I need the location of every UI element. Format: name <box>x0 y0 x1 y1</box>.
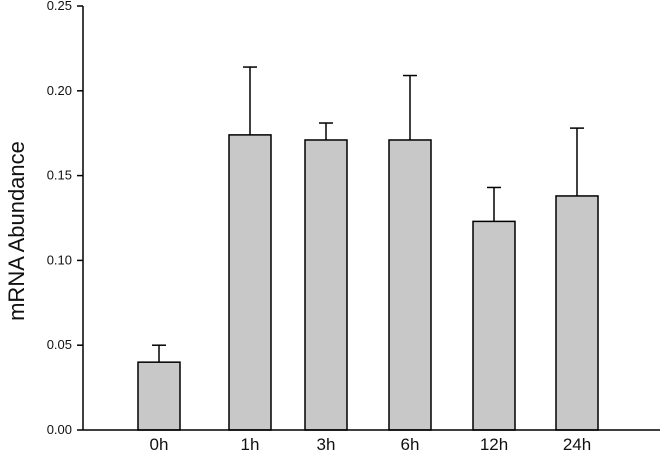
bar-24h <box>555 195 599 431</box>
bar-3h <box>304 139 348 431</box>
bar-0h <box>137 361 181 431</box>
x-tick-label-3h: 3h <box>317 435 336 454</box>
y-tick-label: 0.20 <box>47 83 72 98</box>
axes-layer <box>82 6 660 431</box>
y-tick-label: 0.10 <box>47 252 72 267</box>
y-tick-label: 0.25 <box>47 0 72 13</box>
x-labels-layer: 0h 1h 3h 6h 12h 24h <box>150 435 592 454</box>
x-tick-label-1h: 1h <box>241 435 260 454</box>
x-tick-label-6h: 6h <box>401 435 420 454</box>
bar-6h <box>388 139 432 431</box>
bar-12h <box>472 220 516 431</box>
y-tick-label: 0.00 <box>47 422 72 437</box>
y-ticks-layer: 0.00 0.05 0.10 0.15 0.20 0.25 <box>47 0 83 437</box>
y-tick-label: 0.05 <box>47 337 72 352</box>
bar-1h <box>228 134 272 431</box>
x-tick-label-12h: 12h <box>480 435 508 454</box>
error-bars-layer <box>152 66 584 363</box>
bars-layer <box>137 134 599 431</box>
x-tick-label-24h: 24h <box>563 435 591 454</box>
y-tick-label: 0.15 <box>47 168 72 183</box>
x-tick-label-0h: 0h <box>150 435 169 454</box>
y-axis-title: mRNA Abundance <box>4 141 29 321</box>
